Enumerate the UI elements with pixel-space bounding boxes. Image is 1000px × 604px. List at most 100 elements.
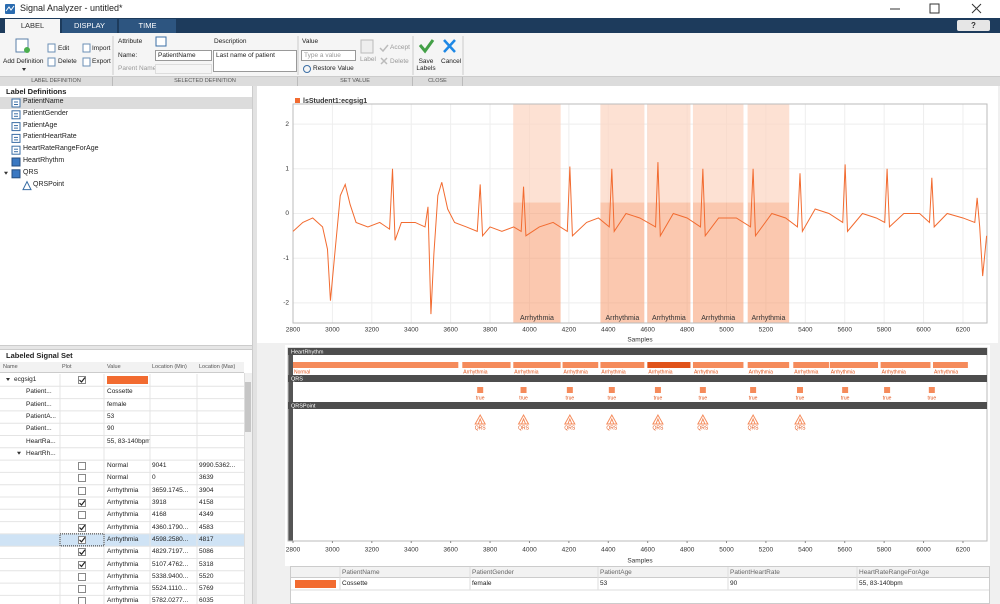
delete-value-button[interactable]: Delete (390, 58, 409, 65)
value-swatch (107, 376, 148, 384)
plot-checkbox[interactable] (78, 572, 86, 581)
row-min: 4598.2580... (152, 535, 189, 543)
label-definitions-panel (0, 86, 252, 345)
plot-checkbox[interactable] (78, 376, 86, 384)
description-input[interactable]: Last name of patient (213, 50, 297, 72)
row-value: Arrhythmia (107, 499, 139, 506)
import-button[interactable]: Import (92, 45, 111, 52)
label-definition-item[interactable]: PatientGender (23, 109, 69, 117)
plot-checkbox[interactable] (78, 597, 86, 604)
column-header: PatientHeartRate (730, 569, 780, 576)
label-definition-item[interactable]: PatientName (23, 98, 64, 105)
value-swatch (295, 580, 336, 588)
row-max: 3904 (199, 486, 214, 494)
row-max: 4158 (199, 499, 214, 506)
tab[interactable]: LABEL (5, 19, 60, 33)
row-name: HeartRh... (26, 449, 56, 457)
row-name: Patient... (26, 400, 52, 408)
plot-checkbox[interactable] (78, 548, 86, 557)
delete-button[interactable]: Delete (58, 58, 77, 65)
table-header (0, 362, 244, 373)
row-value: Normal (107, 474, 128, 482)
row-name: HeartRa... (26, 437, 56, 445)
column-header: Value (107, 364, 121, 370)
help-button[interactable]: ? (957, 20, 990, 31)
column-header: Plot (62, 364, 72, 370)
row-value: Arrhythmia (107, 535, 139, 543)
label-definition-item[interactable]: QRS (23, 168, 39, 176)
attribute-label: Attribute (118, 38, 143, 45)
label-definition-item[interactable]: PatientHeartRate (23, 133, 77, 141)
summary-cell: 90 (730, 580, 738, 587)
label-definition-item[interactable]: HeartRateRangeForAge (23, 145, 99, 153)
row-max: 4349 (199, 511, 214, 519)
row-min: 4829.7197... (152, 548, 189, 556)
row-value: Normal (107, 462, 128, 470)
scroll-thumb[interactable] (245, 382, 251, 432)
plot-checkbox[interactable] (78, 560, 86, 569)
plot-checkbox[interactable] (78, 523, 86, 532)
add-definition-button[interactable]: Add Definition (3, 58, 44, 65)
row-min: 5338.9400... (152, 572, 189, 580)
row-value: Arrhythmia (107, 511, 139, 519)
export-button[interactable]: Export (92, 58, 111, 65)
row-value: Arrhythmia (107, 572, 139, 580)
plot-checkbox[interactable] (78, 535, 86, 544)
plot-checkbox[interactable] (78, 486, 86, 495)
row-value: Arrhythmia (107, 486, 139, 494)
row-min: 9041 (152, 462, 167, 470)
row-value: Arrhythmia (107, 585, 139, 593)
value-input[interactable]: Type a value (301, 50, 356, 61)
summary-cell: Cossette (342, 580, 368, 587)
column-header: PatientGender (472, 569, 514, 576)
plot-checkbox[interactable] (78, 462, 86, 471)
description-label: Description (214, 38, 247, 45)
label-definition-item[interactable]: HeartRhythm (23, 157, 65, 164)
plot-checkbox[interactable] (78, 511, 86, 520)
scrollbar[interactable] (244, 373, 252, 604)
tab[interactable]: DISPLAY (62, 19, 117, 33)
row-min: 3659.1745... (152, 486, 189, 494)
row-min: 4168 (152, 511, 167, 519)
section-label: SET VALUE (298, 77, 413, 86)
summary-cell: female (472, 580, 492, 587)
summary-cell: 55, 83-140bpm (859, 580, 903, 587)
name-input[interactable]: PatientName (155, 50, 212, 61)
label-definition-item[interactable]: PatientAge (23, 121, 58, 129)
section-label: LABEL DEFINITION (0, 77, 113, 86)
section-bar (0, 77, 1000, 86)
tab[interactable]: TIME (119, 19, 176, 33)
summary-cell: 53 (600, 580, 608, 587)
row-value: Arrhythmia (107, 523, 139, 531)
row-max: 5318 (199, 560, 214, 568)
row-name: ecgsig1 (14, 376, 37, 383)
summary-header (291, 567, 989, 578)
row-min: 5782.0277... (152, 597, 189, 604)
cancel-button[interactable]: Cancel (441, 58, 462, 65)
plot-checkbox[interactable] (78, 474, 86, 483)
plot-checkbox[interactable] (78, 585, 86, 594)
edit-button[interactable]: Edit (58, 45, 70, 52)
label-definition-item[interactable]: QRSPoint (33, 180, 65, 188)
row-min: 0 (152, 474, 156, 482)
plot-checkbox[interactable] (78, 499, 86, 507)
row-value: Cossette (107, 388, 133, 396)
splitter (0, 345, 252, 350)
row-max: 9990.5362... (199, 462, 236, 470)
row-min: 4360.1790... (152, 523, 189, 531)
title-bar (0, 0, 1000, 18)
row-value: Arrhythmia (107, 597, 139, 604)
row-value: 55, 83-140bpm (107, 437, 151, 445)
panel-title: Label Definitions (6, 87, 67, 96)
panel-title: Labeled Signal Set (6, 351, 73, 360)
row-min: 5107.4762... (152, 560, 189, 568)
label-button[interactable]: Label (360, 56, 376, 63)
save-labels-button[interactable]: Save Labels (416, 58, 436, 72)
column-header: Name (3, 364, 18, 370)
parent-name-input (155, 64, 212, 74)
row-max: 6035 (199, 597, 214, 604)
restore-value-button[interactable]: Restore Value (313, 65, 354, 72)
signal-chart-panel (257, 86, 998, 343)
accept-button[interactable]: Accept (390, 44, 410, 51)
